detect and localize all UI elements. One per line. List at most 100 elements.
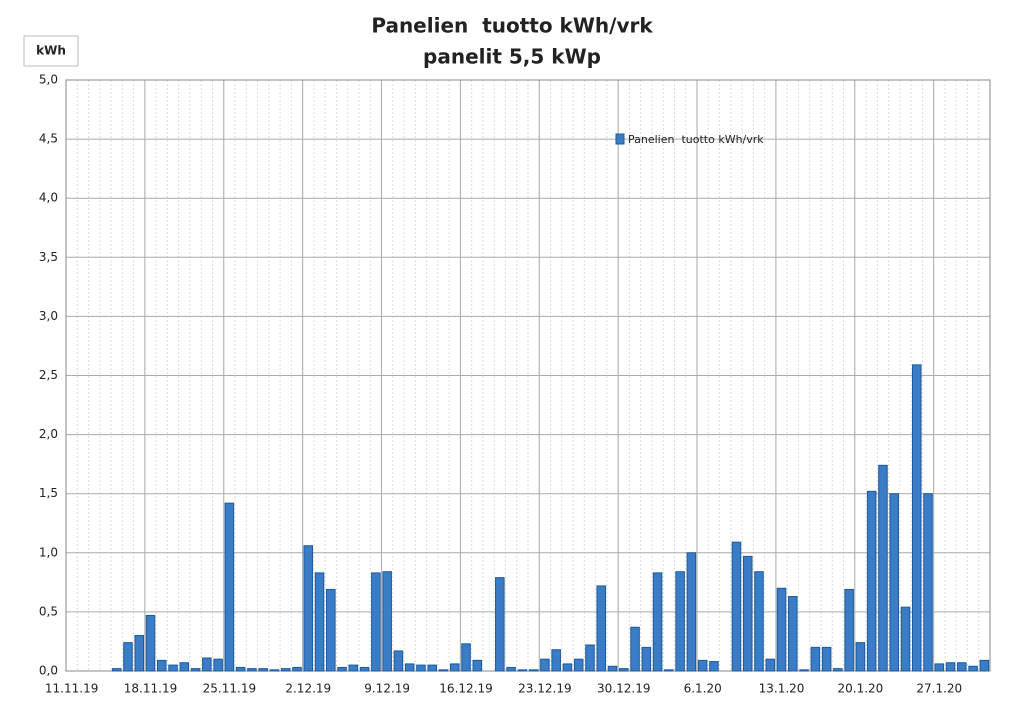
x-tick-label: 11.11.19 [45, 682, 98, 696]
bar [934, 663, 945, 672]
bar [765, 658, 776, 672]
y-tick-label: 4,5 [39, 132, 58, 146]
bar [123, 642, 133, 672]
bar [190, 668, 201, 672]
bar [427, 664, 438, 672]
bar [348, 664, 359, 672]
bar [844, 588, 854, 672]
bar [382, 571, 392, 672]
bar [833, 668, 843, 672]
bar [641, 646, 652, 672]
y-tick-label: 2,5 [39, 368, 58, 382]
bar [247, 668, 257, 672]
bar [506, 666, 516, 672]
legend-swatch [615, 133, 625, 145]
bar [472, 659, 483, 672]
x-tick-label: 9.12.19 [364, 682, 410, 696]
bar [280, 668, 291, 672]
bar [788, 596, 798, 672]
bar [551, 649, 561, 672]
bar [618, 668, 629, 672]
x-tick-label: 16.12.19 [439, 682, 492, 696]
y-tick-label: 4,0 [39, 191, 58, 205]
bar [111, 668, 122, 672]
plot-frame [65, 79, 991, 672]
bar [179, 662, 190, 672]
bar [810, 646, 821, 672]
bar [156, 659, 167, 672]
bar [754, 571, 764, 672]
y-tick-label: 0,0 [39, 664, 58, 678]
bar [596, 585, 607, 672]
bar [258, 668, 268, 672]
bar [957, 662, 967, 672]
chart-subtitle: panelit 5,5 kWp [423, 45, 601, 69]
x-tick-label: 25.11.19 [203, 682, 256, 696]
bar [686, 552, 697, 672]
bar [573, 658, 584, 672]
x-tick-label: 27.1.20 [916, 682, 962, 696]
y-tick-label: 0,5 [39, 604, 58, 618]
bar [731, 541, 742, 672]
bar [326, 588, 336, 672]
y-tick-label: 1,0 [39, 545, 58, 559]
bar [911, 364, 922, 672]
y-tick-label: 3,5 [39, 250, 58, 264]
y-label-box [23, 35, 79, 67]
bar [607, 665, 618, 672]
bar [359, 666, 370, 672]
bar [416, 664, 426, 672]
bar [968, 665, 978, 672]
x-tick-label: 6.1.20 [684, 682, 722, 696]
bar [878, 464, 888, 672]
bar [742, 555, 753, 672]
bar [224, 502, 235, 672]
bar [461, 643, 471, 672]
bar [889, 493, 900, 672]
bar [292, 666, 302, 672]
bar [495, 577, 505, 672]
bar [709, 661, 719, 672]
bar [393, 650, 404, 672]
bar [675, 571, 685, 672]
bar [528, 669, 539, 672]
bar [438, 669, 449, 672]
x-tick-label: 30.12.19 [597, 682, 650, 696]
bar [168, 664, 178, 672]
y-tick-label: 3,0 [39, 309, 58, 323]
bar [404, 663, 415, 672]
x-tick-label: 2.12.19 [285, 682, 331, 696]
y-tick-label: 1,5 [39, 486, 58, 500]
bar [799, 669, 809, 672]
bar [517, 669, 528, 672]
bar [213, 658, 223, 672]
bar [540, 658, 550, 672]
bar [821, 646, 832, 672]
bar [145, 614, 156, 672]
bar [235, 666, 246, 672]
bar [697, 659, 708, 672]
legend-label: Panelien tuotto kWh/vrk [628, 133, 764, 146]
bar [900, 606, 911, 672]
bar [652, 572, 663, 672]
bar [855, 642, 866, 672]
x-tick-label: 13.1.20 [759, 682, 805, 696]
y-tick-label: 2,0 [39, 427, 58, 441]
bar [314, 572, 325, 672]
x-tick-label: 23.12.19 [518, 682, 571, 696]
bar [585, 644, 595, 672]
bar [202, 657, 212, 672]
y-axis-label: kWh [36, 44, 66, 58]
bar [664, 669, 674, 672]
bar [449, 663, 460, 672]
bar [303, 545, 314, 672]
bar [269, 669, 280, 672]
bar [337, 666, 347, 672]
bar [630, 626, 640, 672]
bar [923, 493, 933, 672]
x-tick-label: 18.11.19 [124, 682, 177, 696]
chart-title: Panelien tuotto kWh/vrk [371, 14, 653, 38]
bar [562, 663, 573, 672]
